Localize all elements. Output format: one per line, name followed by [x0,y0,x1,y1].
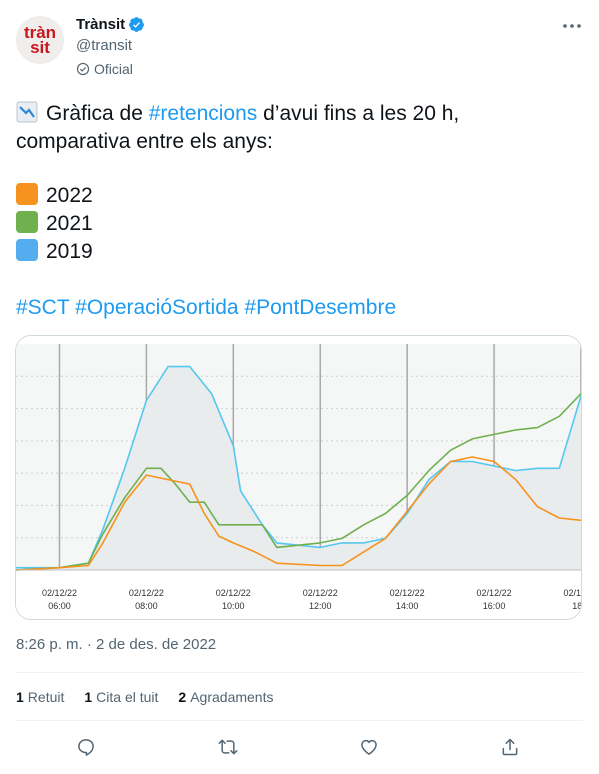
x-tick-label: 08:00 [135,601,158,611]
like-button[interactable] [357,735,381,759]
chart-image[interactable]: 02/12/22 06:00 02/12/22 08:00 02/12/22 10:00 0… [15,335,582,620]
retweets-count: 1 [16,689,24,705]
quotes-stat[interactable]: 1 Cita el tuit [84,689,158,705]
tweet-timestamp[interactable]: 8:26 p. m. · 2 de des. de 2022 [16,636,217,653]
tweet-text: d’avui fins a les 20 h, [257,102,460,125]
retweet-icon [218,739,238,755]
x-tick-label: 02/12/22 [216,588,251,598]
verified-badge-icon [129,17,145,32]
reply-icon [78,739,94,756]
share-icon [502,738,518,756]
traffic-chart: 02/12/22 06:00 02/12/22 08:00 02/12/22 10:00 0… [16,336,581,619]
legend-item-2019: 2019 [16,238,93,266]
legend-label: 2019 [46,240,93,263]
x-tick-label: 02/12/22 [477,588,512,598]
legend-item-2022: 2022 [16,182,93,210]
x-tick-label: 02/12/22 [563,588,581,598]
official-badge-icon [76,62,90,76]
retweets-label: Retuit [27,689,65,705]
tweet-text: Gràfica de [46,102,149,125]
x-tick-label: 02/12/22 [42,588,77,598]
series-area [16,366,581,570]
x-tick-label: 02/12/22 [303,588,338,598]
x-tick-label: 02/12/22 [129,588,164,598]
chart-decreasing-icon [16,101,38,123]
avatar-text-1: tràn [23,23,57,42]
avatar-text-2: sit [30,38,50,57]
retweet-button[interactable] [216,735,240,759]
likes-label: Agradaments [190,689,274,705]
author-handle[interactable]: @transit [76,37,133,54]
avatar-logo: tràn sit [23,23,57,57]
legend-label: 2022 [46,184,93,207]
likes-stat[interactable]: 2 Agradaments [178,689,273,705]
tweet-line-2: comparativa entre els anys: [16,130,273,153]
hashtag-retencions-link[interactable]: #retencions [148,102,258,125]
series-line-2 [16,456,581,571]
x-tick-label: 02/12/22 [390,588,425,598]
divider [16,720,583,721]
retweets-stat[interactable]: 1 Retuit [16,689,64,705]
heart-icon [361,739,377,755]
x-tick-label: 18:0 [572,601,581,611]
green-square-icon [16,211,38,233]
hashtags-links[interactable]: #SCT #OperacióSortida #PontDesembre [16,296,397,319]
orange-square-icon [16,183,38,205]
legend-item-2021: 2021 [16,210,93,238]
x-tick-label: 14:00 [396,601,419,611]
official-label: Oficial [76,61,133,77]
x-tick-label: 06:00 [48,601,71,611]
display-name[interactable]: Trànsit [76,16,126,33]
engagement-stats: 1 Retuit 1 Cita el tuit 2 Agradaments [16,689,294,705]
x-tick-label: 10:00 [222,601,245,611]
tweet-line-1: Gràfica de #retencions d’avui fins a les… [16,100,459,128]
blue-square-icon [16,239,38,261]
official-text: Oficial [94,61,133,77]
quotes-label: Cita el tuit [96,689,159,705]
x-tick-label: 16:00 [483,601,506,611]
avatar[interactable]: tràn sit [16,16,64,64]
reply-button[interactable] [74,735,98,759]
quotes-count: 1 [84,689,93,705]
divider [16,672,583,673]
series-line-1 [16,393,581,571]
legend-label: 2021 [46,212,93,235]
more-options-button[interactable] [560,16,584,36]
author-name-row[interactable]: Trànsit [76,16,145,33]
x-tick-label: 12:00 [309,601,332,611]
likes-count: 2 [178,689,187,705]
share-button[interactable] [498,735,522,759]
more-dots-icon [563,24,581,28]
